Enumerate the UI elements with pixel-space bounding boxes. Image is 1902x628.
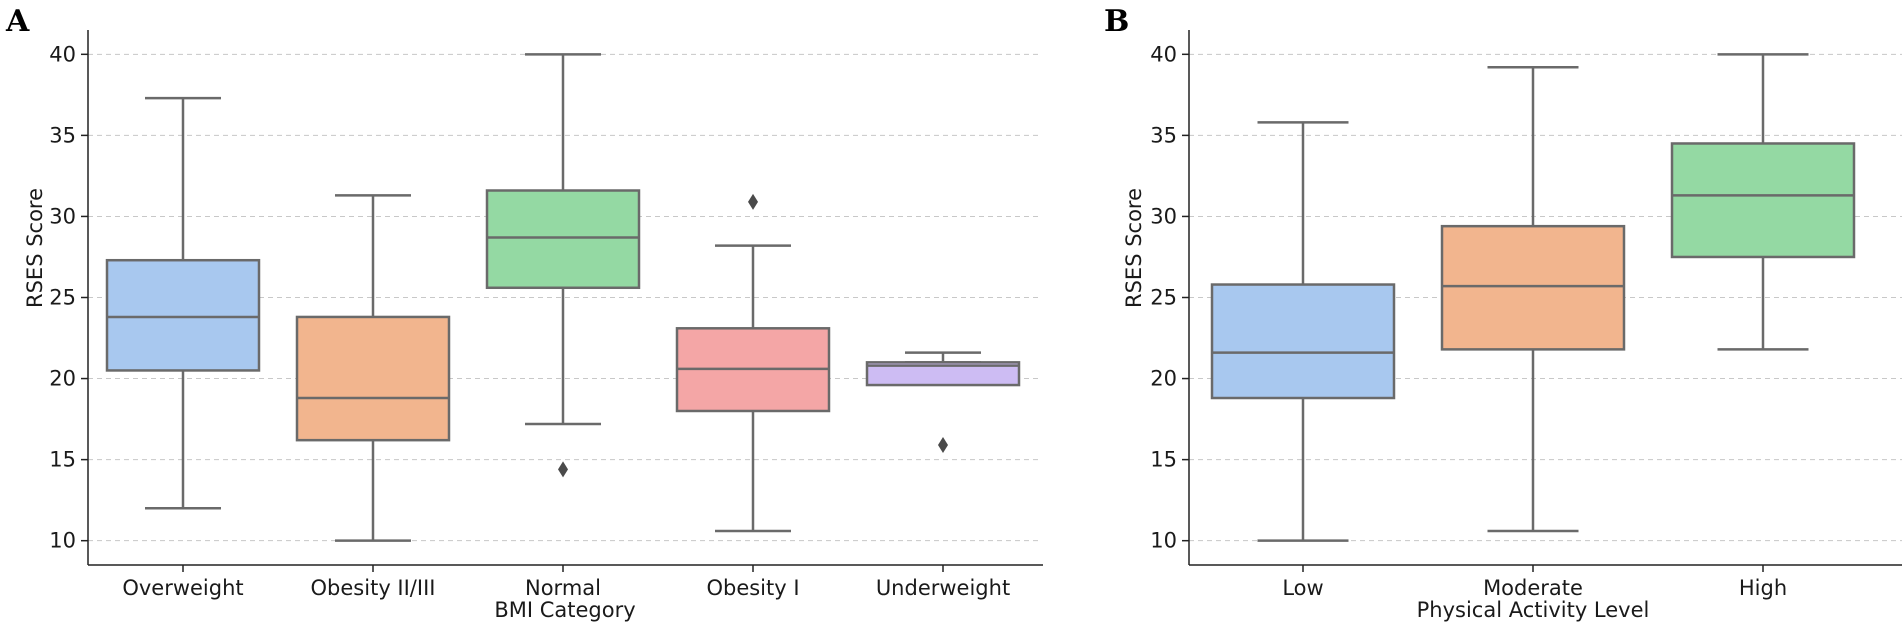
panel-a-y-tick-label: 40	[49, 42, 76, 66]
panel-b-x-tick-label: Low	[1282, 576, 1323, 600]
panel-a-letter: A	[5, 4, 30, 39]
panel-a-y-tick-label: 20	[49, 367, 76, 391]
panel-a-y-tick-label: 25	[49, 286, 76, 310]
panel-a-box	[295, 315, 451, 442]
panel-a-outlier-point	[748, 193, 758, 210]
panel-a-outlier-point	[558, 461, 568, 478]
panel-b-box	[1670, 142, 1856, 259]
panel-a-y-axis-label: RSES Score	[23, 188, 47, 308]
panel-a-x-tick-label: Obesity I	[706, 576, 799, 600]
panel-b-y-tick-label: 30	[1150, 204, 1177, 228]
panel-b: B RSES Score Physical Activity Level 10 1…	[1104, 4, 1902, 622]
panel-a-x-tick-label: Overweight	[122, 576, 243, 600]
panel-b-y-tick-label: 35	[1150, 123, 1177, 147]
panel-a-x-tick-label: Obesity II/III	[311, 576, 436, 600]
panel-b-x-axis-label: Physical Activity Level	[1417, 598, 1650, 622]
panel-b-letter: B	[1104, 4, 1129, 39]
panel-b-box	[1440, 224, 1626, 351]
panel-a-y-tick-label: 35	[49, 123, 76, 147]
panel-b-y-axis-label: RSES Score	[1122, 188, 1146, 308]
panel-a-y-tick-label: 30	[49, 204, 76, 228]
panel-a-x-axis-label: BMI Category	[494, 598, 635, 622]
panel-b-x-tick-label: High	[1739, 576, 1787, 600]
panel-b-x-tick-label: Moderate	[1483, 576, 1583, 600]
panel-b-box	[1210, 283, 1396, 400]
panel-a-x-tick-label: Underweight	[876, 576, 1010, 600]
panel-b-y-tick-label: 10	[1150, 529, 1177, 553]
panel-a-x-tick-label: Normal	[525, 576, 601, 600]
panel-b-y-tick-label: 20	[1150, 367, 1177, 391]
panel-b-y-tick-label: 25	[1150, 286, 1177, 310]
panel-a-y-tick-label: 15	[49, 448, 76, 472]
panel-b-y-tick-label: 40	[1150, 42, 1177, 66]
panel-b-y-tick-label: 15	[1150, 448, 1177, 472]
panel-a: A RSES Score BMI Category 10 15 20 25 30 35 40…	[5, 4, 1043, 622]
panel-a-box	[485, 189, 641, 290]
panel-a-box	[105, 258, 261, 372]
panel-a-outlier-point	[938, 437, 948, 454]
panel-a-y-tick-label: 10	[49, 529, 76, 553]
panel-a-box	[865, 361, 1021, 387]
